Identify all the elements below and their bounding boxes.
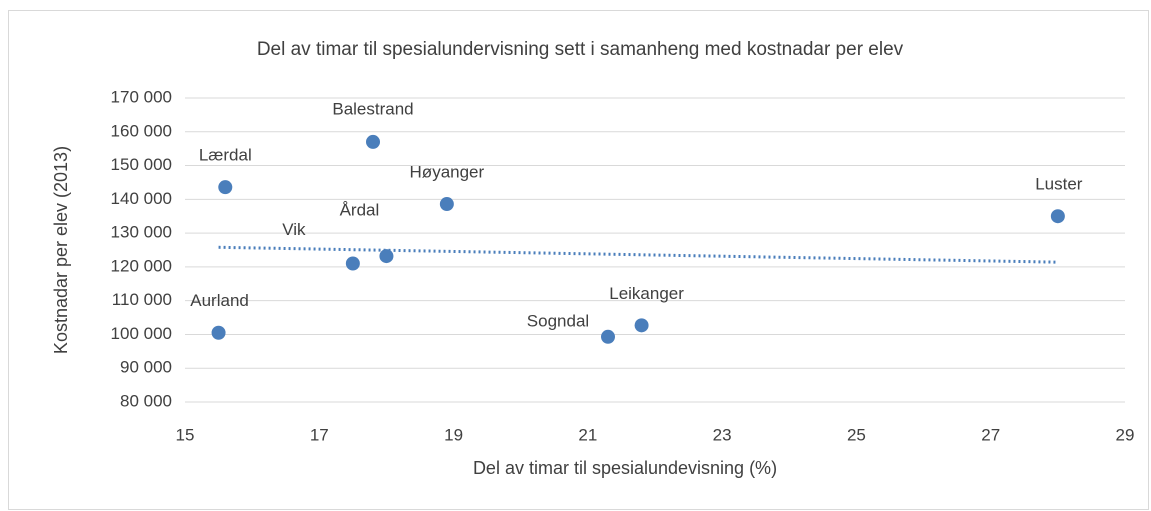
y-tick-label: 170 000 [111,87,172,106]
point [439,197,454,212]
y-tick-label: 150 000 [111,155,172,174]
y-axis-label: Kostnadar per elev (2013) [51,146,71,354]
x-tick-label: 27 [981,425,1000,444]
point-label: Aurland [190,291,249,310]
point-label: Vik [282,220,306,239]
y-tick-label: 100 000 [111,324,172,343]
point-label: Høyanger [410,163,485,182]
x-tick-label: 15 [176,425,195,444]
y-tick-label: 120 000 [111,256,172,275]
point [379,249,394,264]
y-tick-label: 160 000 [111,121,172,140]
point-label: Balestrand [332,99,413,118]
point-label: Luster [1035,175,1083,194]
point [211,325,226,340]
y-tick-label: 80 000 [120,391,172,410]
x-tick-label: 21 [578,425,597,444]
point [345,256,360,271]
point-label: Sogndal [527,311,589,330]
y-tick-label: 130 000 [111,223,172,242]
x-tick-label: 23 [713,425,732,444]
point [634,318,649,333]
point [218,180,233,195]
point [1050,209,1065,224]
x-tick-label: 29 [1116,425,1135,444]
point-label: Leikanger [609,284,684,303]
x-tick-label: 25 [847,425,866,444]
point [601,329,615,344]
x-axis-label: Del av timar til spesialundevisning (%) [473,458,777,478]
x-tick-label: 17 [310,425,329,444]
y-tick-label: 140 000 [111,189,172,208]
y-tick-label: 110 000 [112,290,172,309]
x-tick-label: 19 [444,425,463,444]
point-label: Lærdal [199,146,252,165]
point [366,134,380,149]
chart-title: Del av timar til spesialundervisning set… [257,39,904,60]
y-tick-label: 90 000 [120,358,172,377]
point-label: Årdal [340,201,380,220]
